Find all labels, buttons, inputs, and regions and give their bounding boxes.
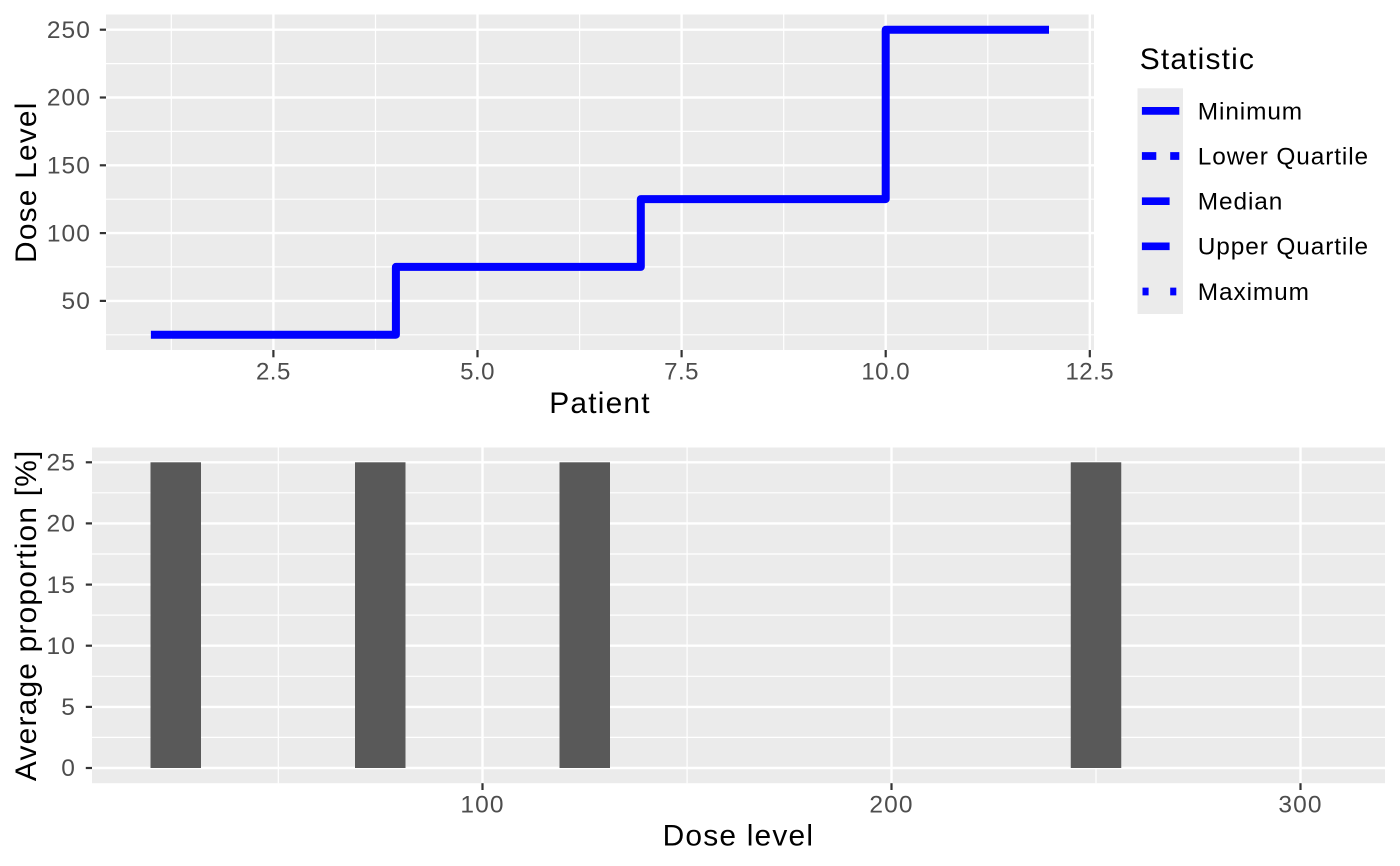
svg-text:12.5: 12.5 <box>1065 359 1114 386</box>
svg-text:7.5: 7.5 <box>664 359 699 386</box>
svg-text:0: 0 <box>61 755 76 782</box>
svg-text:200: 200 <box>869 792 913 819</box>
svg-text:Maximum: Maximum <box>1198 279 1310 306</box>
svg-text:Minimum: Minimum <box>1198 98 1303 125</box>
svg-text:250: 250 <box>47 17 91 44</box>
svg-text:15: 15 <box>47 572 76 599</box>
svg-text:300: 300 <box>1278 792 1322 819</box>
svg-text:Patient: Patient <box>549 387 650 420</box>
svg-text:100: 100 <box>460 792 504 819</box>
svg-text:100: 100 <box>47 220 91 247</box>
svg-text:20: 20 <box>47 511 76 538</box>
svg-text:5.0: 5.0 <box>460 359 495 386</box>
svg-text:Dose Level: Dose Level <box>10 101 43 263</box>
svg-text:200: 200 <box>47 85 91 112</box>
svg-text:5: 5 <box>61 694 76 721</box>
svg-text:25: 25 <box>47 450 76 477</box>
svg-text:Dose level: Dose level <box>663 820 815 853</box>
svg-text:Statistic: Statistic <box>1140 43 1255 76</box>
svg-text:10: 10 <box>47 633 76 660</box>
svg-text:Lower Quartile: Lower Quartile <box>1198 143 1369 170</box>
svg-text:2.5: 2.5 <box>256 359 291 386</box>
svg-text:50: 50 <box>62 288 91 315</box>
svg-text:Average proportion [%]: Average proportion [%] <box>10 450 43 782</box>
svg-text:10.0: 10.0 <box>861 359 910 386</box>
svg-text:150: 150 <box>47 153 91 180</box>
svg-text:Upper Quartile: Upper Quartile <box>1198 234 1369 261</box>
svg-text:Median: Median <box>1198 189 1283 216</box>
